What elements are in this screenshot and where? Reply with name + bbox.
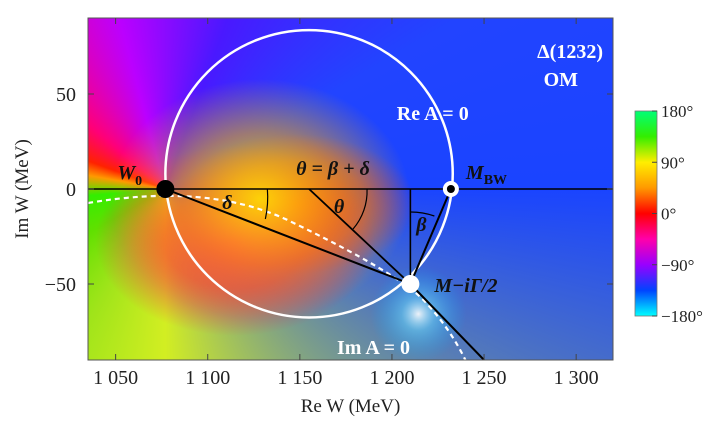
beta-label: β <box>415 214 427 236</box>
re-a-zero-label: Re A = 0 <box>397 103 469 125</box>
w0-label-sub: 0 <box>135 174 142 189</box>
mbw-marker-inner <box>446 185 455 193</box>
overlay-lines <box>88 28 613 360</box>
w0-pole-line <box>165 188 411 285</box>
delta-label: δ <box>222 192 232 214</box>
chart-title: Δ(1232) <box>537 41 603 63</box>
delta-arc <box>264 188 269 220</box>
x-tick-label: 1 200 <box>369 367 414 389</box>
x-tick-label: 1 100 <box>185 367 230 389</box>
x-tick-label: 1 300 <box>554 367 599 389</box>
re-a-zero-circle <box>164 28 454 319</box>
pole-marker <box>401 275 420 293</box>
theta-equation-label: θ = β + δ <box>296 158 370 180</box>
x-tick-label: 1 150 <box>277 367 322 389</box>
mbw-label-sub: BW <box>484 173 507 188</box>
w0-marker <box>156 180 175 198</box>
theta-label: θ <box>334 196 345 218</box>
x-tick-label: 1 050 <box>93 367 138 389</box>
im-a-zero-curve <box>88 194 467 360</box>
pole-mbw-line <box>409 188 452 285</box>
y-tick-label: −50 <box>45 274 76 296</box>
beta-arc <box>410 211 435 217</box>
plot-area <box>88 18 613 360</box>
colorbar-tick-label: 180° <box>661 102 693 121</box>
y-tick-label: 50 <box>56 84 76 106</box>
colorbar-tick-label: −180° <box>661 307 703 326</box>
colorbar: 180° 90° 0° −90° −180° <box>634 102 703 326</box>
colorbar-tick-label: 0° <box>661 205 676 224</box>
x-axis-label: Re W (MeV) <box>301 396 401 417</box>
axes: 1 050 1 100 1 150 1 200 1 250 1 300 50 0 −50 Re W… <box>12 18 613 417</box>
chart-subtitle: OM <box>544 69 579 91</box>
colorbar-tick-label: −90° <box>661 256 694 275</box>
x-tick-label: 1 250 <box>462 367 507 389</box>
tail-line <box>409 283 485 360</box>
pole-label: M−iΓ/2 <box>433 275 497 297</box>
colorbar-tick-label: 90° <box>661 153 685 172</box>
y-tick-label: 0 <box>66 179 76 201</box>
y-axis-label: Im W (MeV) <box>12 139 33 239</box>
theta-arc <box>352 188 368 230</box>
im-a-zero-label: Im A = 0 <box>337 337 410 359</box>
theta-line <box>308 188 411 285</box>
